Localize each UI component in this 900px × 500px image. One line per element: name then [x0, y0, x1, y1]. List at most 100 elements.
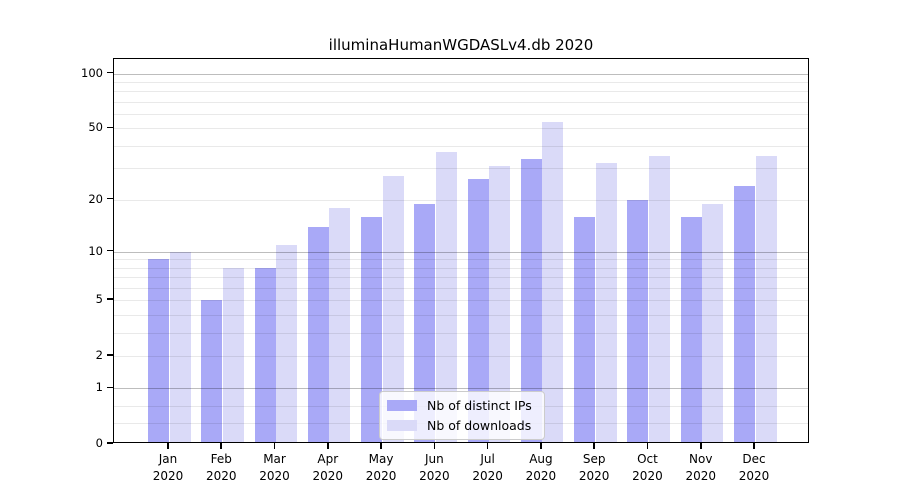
gridline-minor-90 [114, 81, 808, 83]
x-tick-year-may: 2020 [365, 469, 397, 483]
x-tick-apr [327, 443, 329, 449]
x-tick-jan [167, 443, 169, 449]
bar-nb-of-distinct-ips-jan [148, 259, 169, 442]
y-tick-2 [107, 354, 113, 356]
x-tick-month-feb: Feb [210, 452, 232, 466]
y-tick-label-20: 20 [88, 191, 103, 206]
bar-nb-of-distinct-ips-feb [201, 300, 223, 442]
x-tick-month-oct: Oct [637, 452, 658, 466]
grid-layer [114, 59, 808, 442]
y-tick-100 [107, 71, 113, 74]
legend-item-nb-of-downloads: Nb of downloads [387, 418, 532, 433]
x-tick-month-jan: Jan [158, 452, 178, 466]
plot-area [113, 58, 809, 443]
y-tick-5 [107, 298, 113, 300]
legend-label: Nb of distinct IPs [427, 398, 532, 413]
legend-item-nb-of-distinct-ips: Nb of distinct IPs [387, 398, 532, 413]
x-tick-year-mar: 2020 [259, 469, 290, 483]
x-tick-month-apr: Apr [317, 452, 339, 466]
bar-nb-of-distinct-ips-oct [627, 199, 649, 442]
gridline-minor-30 [114, 168, 808, 170]
x-tick-month-mar: Mar [263, 452, 286, 466]
bar-nb-of-downloads-jan [169, 251, 191, 442]
gridline-minor-5 [114, 300, 808, 302]
bars-layer [114, 59, 808, 442]
gridline-minor-80 [114, 91, 808, 93]
gridline-major-10 [114, 251, 808, 253]
x-tick-label-jan: Jan 2020 [136, 451, 200, 485]
x-tick-month-may: May [368, 452, 394, 466]
legend: Nb of distinct IPs Nb of downloads [379, 391, 545, 440]
gridline-major-100 [114, 73, 808, 75]
bar-nb-of-downloads-apr [329, 207, 351, 442]
chart-title: illuminaHumanWGDASLv4.db 2020 [328, 36, 594, 54]
bar-nb-of-downloads-aug [542, 122, 564, 442]
x-tick-label-oct: Oct 2020 [615, 451, 679, 485]
bar-nb-of-downloads-mar [276, 244, 298, 442]
x-tick-month-sep: Sep [582, 452, 606, 466]
x-tick-month-jun: Jun [424, 452, 444, 466]
x-tick-label-jun: Jun 2020 [402, 451, 466, 485]
x-tick-nov [699, 443, 702, 449]
y-tick-label-1: 1 [95, 380, 103, 395]
y-tick-label-5: 5 [95, 292, 103, 307]
y-tick-label-2: 2 [95, 347, 103, 362]
x-tick-dec [753, 443, 755, 449]
x-tick-month-aug: Aug [529, 452, 553, 466]
x-tick-label-aug: Aug 2020 [509, 451, 573, 485]
y-tick-label-10: 10 [88, 243, 103, 258]
gridline-minor-40 [114, 145, 808, 147]
x-tick-year-feb: 2020 [205, 469, 237, 483]
bar-nb-of-downloads-nov [702, 203, 724, 442]
y-tick-0 [107, 442, 113, 444]
gridline-minor-8 [114, 267, 808, 269]
gridline-minor-60 [114, 113, 808, 115]
bar-nb-of-downloads-dec [755, 156, 777, 442]
x-tick-oct [646, 443, 649, 449]
gridline-minor-50 [114, 128, 808, 130]
x-tick-label-may: May 2020 [349, 451, 413, 485]
x-tick-year-sep: 2020 [578, 469, 610, 483]
y-tick-label-100: 100 [81, 65, 103, 80]
y-tick-10 [107, 249, 113, 252]
x-tick-mar [273, 443, 276, 449]
legend-label: Nb of downloads [427, 418, 532, 433]
bar-nb-of-downloads-sep [595, 163, 617, 442]
x-tick-label-mar: Mar 2020 [243, 451, 307, 485]
x-tick-year-apr: 2020 [312, 469, 344, 483]
gridline-minor-9 [114, 259, 808, 261]
gridline-major-1 [114, 388, 808, 390]
x-tick-month-nov: Nov [689, 452, 713, 466]
x-tick-aug [540, 443, 542, 449]
bar-nb-of-downloads-feb [222, 267, 244, 442]
bar-nb-of-downloads-oct [648, 156, 670, 442]
x-tick-month-dec: Dec [742, 452, 766, 466]
legend-swatch-distinct_ips [387, 400, 417, 411]
x-tick-year-jun: 2020 [419, 469, 450, 483]
gridline-minor-2 [114, 355, 808, 357]
x-tick-year-oct: 2020 [632, 469, 663, 483]
x-tick-may [380, 443, 382, 449]
x-tick-year-nov: 2020 [685, 469, 716, 483]
gridline-minor-4 [114, 314, 808, 316]
bar-nb-of-distinct-ips-sep [574, 216, 596, 442]
x-tick-label-dec: Dec 2020 [722, 451, 786, 485]
bar-nb-of-distinct-ips-nov [680, 216, 702, 442]
bar-nb-of-distinct-ips-mar [254, 267, 276, 442]
x-tick-feb [220, 443, 223, 449]
gridline-minor-20 [114, 199, 808, 201]
gridline-minor-6 [114, 287, 808, 289]
gridline-minor-70 [114, 101, 808, 103]
x-tick-label-jul: Jul 2020 [456, 451, 520, 485]
y-tick-label-0: 0 [95, 436, 103, 450]
x-tick-label-sep: Sep 2020 [562, 451, 626, 485]
x-tick-jun [433, 443, 436, 449]
x-tick-year-jan: 2020 [152, 469, 184, 483]
y-tick-label-50: 50 [88, 120, 103, 135]
y-tick-1 [107, 386, 113, 389]
x-tick-label-apr: Apr 2020 [296, 451, 360, 485]
gridline-minor-3 [114, 332, 808, 334]
bar-nb-of-distinct-ips-dec [734, 185, 755, 442]
x-tick-year-aug: 2020 [525, 469, 557, 483]
